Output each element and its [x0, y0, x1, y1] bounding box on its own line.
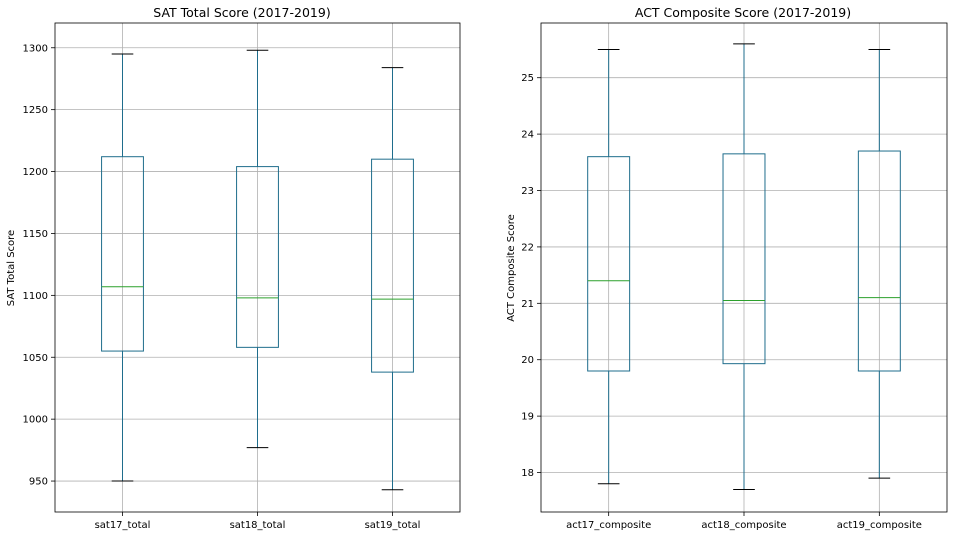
act-x-tick-label: act19_composite: [837, 520, 922, 531]
sat-y-tick-label: 1250: [23, 105, 48, 116]
act-y-tick-label: 18: [521, 468, 534, 479]
act-y-tick-label: 21: [521, 299, 534, 310]
iqr-box: [587, 156, 631, 372]
sat-y-tick-label: 1050: [23, 353, 48, 364]
act-y-tick-label: 24: [521, 130, 534, 141]
sat-chart: SAT Total Score (2017-2019) SAT Total Sc…: [6, 5, 461, 531]
act-y-tick-label: 19: [521, 412, 534, 423]
iqr-box: [101, 156, 144, 352]
sat-box-sat18_total: [236, 49, 279, 449]
sat-y-axis-label: SAT Total Score: [6, 230, 17, 306]
sat-x-tick-label: sat17_total: [95, 520, 151, 531]
sat-plot-area: 950 1000 1050 1100 1150 1200 1250 1300 sat17_tot…: [23, 22, 461, 531]
act-box-act17_composite: [587, 49, 631, 485]
sat-y-tick-label: 1150: [23, 229, 48, 240]
act-plot-frame: [540, 22, 948, 513]
sat-box-sat17_total: [101, 53, 144, 482]
sat-y-tick-label: 1100: [23, 291, 48, 302]
act-x-tick-label: act17_composite: [566, 520, 651, 531]
sat-y-tick-label: 1300: [23, 43, 48, 54]
act-chart: ACT Composite Score (2017-2019) ACT Comp…: [506, 5, 948, 531]
sat-x-tick-label: sat18_total: [230, 520, 286, 531]
act-chart-title: ACT Composite Score (2017-2019): [635, 5, 851, 20]
act-y-tick-label: 22: [521, 242, 534, 253]
act-y-tick-label: 20: [521, 355, 534, 366]
sat-box-sat19_total: [371, 67, 414, 491]
act-y-tick-label: 23: [521, 186, 534, 197]
act-box-act18_composite: [722, 43, 766, 490]
sat-y-tick-label: 950: [29, 477, 48, 488]
act-plot-area: 18 19 20 21 22 23 24 25 act17_composite act18_com…: [521, 22, 948, 531]
act-x-tick-label: act18_composite: [701, 520, 786, 531]
sat-plot-frame: [54, 22, 461, 513]
iqr-box: [857, 150, 901, 372]
act-y-axis-label: ACT Composite Score: [506, 214, 517, 322]
sat-y-tick-label: 1200: [23, 167, 48, 178]
sat-chart-title: SAT Total Score (2017-2019): [153, 5, 330, 20]
sat-x-tick-label: sat19_total: [365, 520, 421, 531]
iqr-box: [371, 158, 414, 373]
iqr-box: [236, 166, 279, 348]
iqr-box: [722, 153, 766, 365]
act-box-act19_composite: [857, 49, 901, 479]
sat-y-tick-label: 1000: [23, 415, 48, 426]
act-y-tick-label: 25: [521, 73, 534, 84]
